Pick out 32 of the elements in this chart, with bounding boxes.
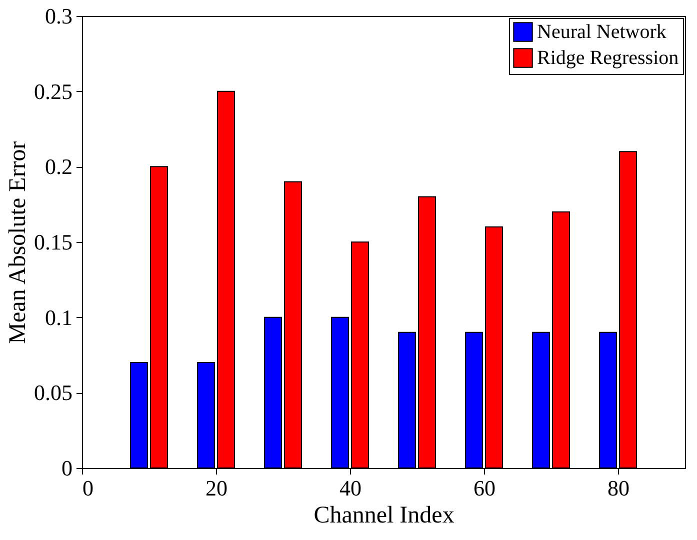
y-axis-title: Mean Absolute Error bbox=[5, 141, 31, 344]
x-tick-label: 40 bbox=[340, 476, 362, 500]
bar bbox=[532, 332, 550, 468]
bar bbox=[485, 226, 503, 468]
bar bbox=[599, 332, 617, 468]
legend-label: Ridge Regression bbox=[537, 47, 679, 69]
bar bbox=[217, 90, 235, 468]
bar bbox=[465, 332, 483, 468]
bar bbox=[284, 181, 302, 468]
y-tick-label: 0.2 bbox=[45, 154, 72, 180]
bar bbox=[351, 242, 369, 468]
x-tick-label: 0 bbox=[82, 476, 94, 500]
x-tick-label: 60 bbox=[474, 476, 496, 500]
bar bbox=[197, 362, 215, 468]
legend-label: Neural Network bbox=[537, 21, 666, 43]
bar bbox=[552, 211, 570, 468]
bar bbox=[619, 151, 637, 468]
x-tick-label: 20 bbox=[206, 476, 228, 500]
bar bbox=[418, 196, 436, 468]
bar bbox=[130, 362, 148, 468]
y-tick-label: 0.3 bbox=[45, 4, 72, 28]
bar bbox=[331, 316, 349, 468]
y-tick-label: 0.1 bbox=[45, 304, 72, 330]
y-tick-label: 0.05 bbox=[34, 380, 72, 406]
y-tick-label: 0 bbox=[62, 456, 72, 480]
bar bbox=[150, 166, 168, 468]
x-axis-title: Channel Index bbox=[314, 502, 454, 528]
y-tick-label: 0.25 bbox=[34, 78, 72, 104]
bar bbox=[398, 332, 416, 468]
y-tick-label: 0.15 bbox=[34, 230, 72, 254]
x-tick-label: 80 bbox=[608, 476, 630, 500]
bar bbox=[264, 316, 282, 468]
